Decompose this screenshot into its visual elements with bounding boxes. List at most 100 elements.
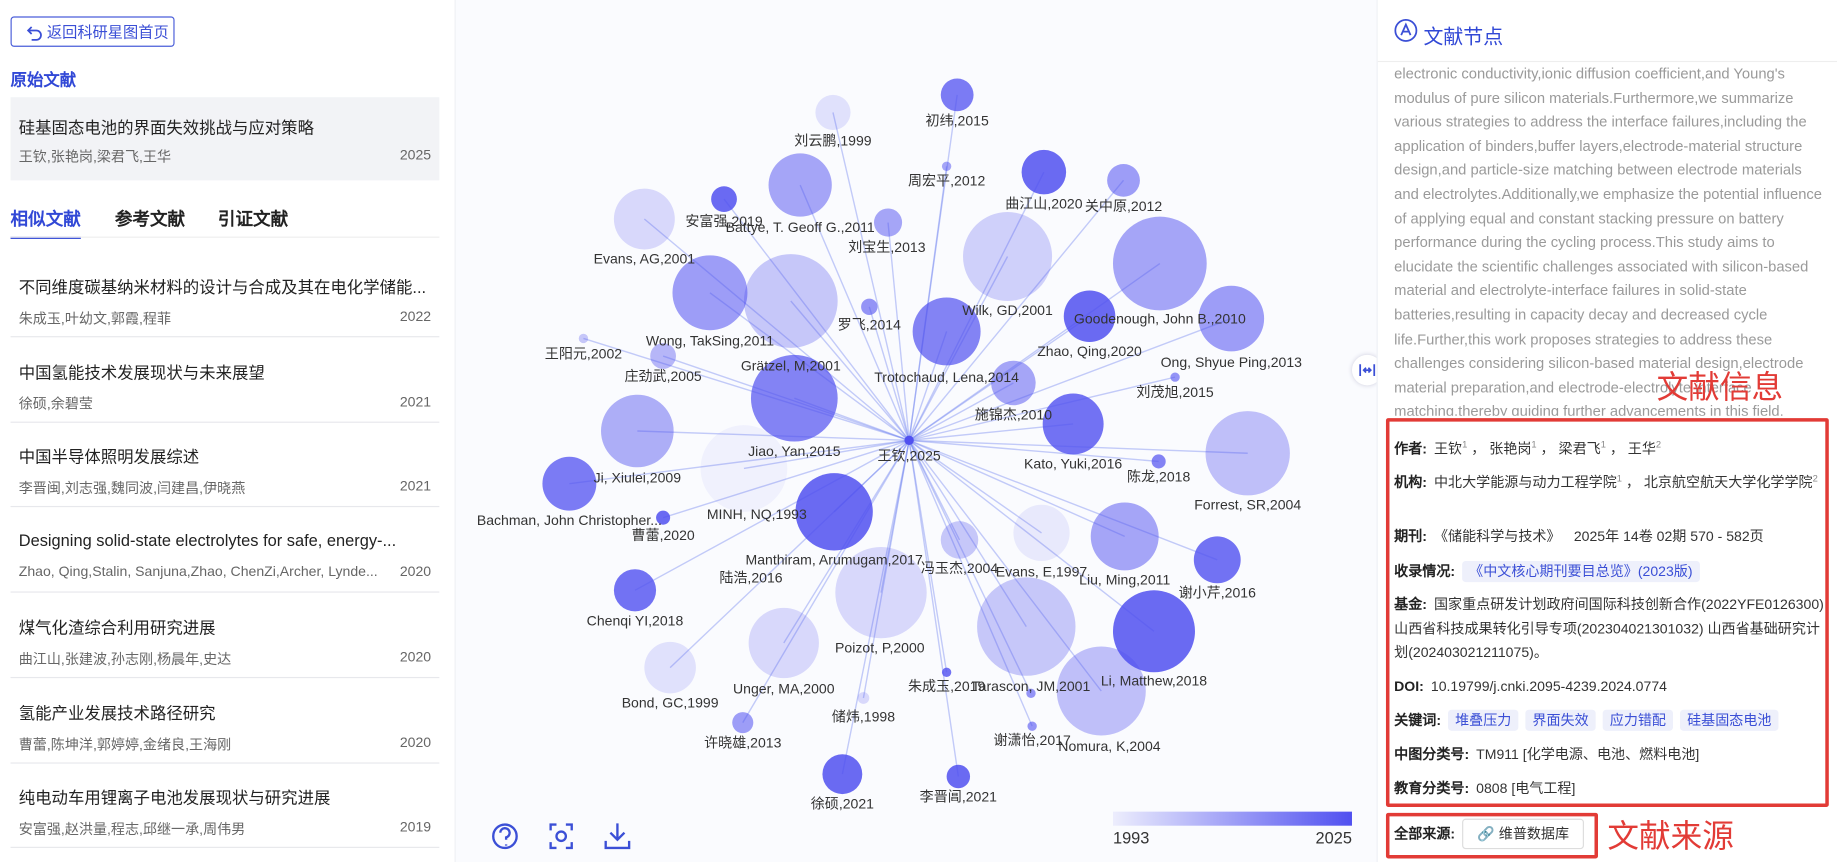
node[interactable] [650, 343, 676, 369]
doc-item[interactable]: Designing solid-state electrolytes for s… [10, 507, 440, 593]
node[interactable] [1170, 372, 1180, 382]
node[interactable] [941, 667, 952, 677]
doc-item[interactable]: 中国半导体照明发展综述 李晋闽,刘志强,魏同波,闫建昌,伊晓燕 2021 [10, 422, 440, 508]
node[interactable] [822, 754, 863, 795]
author: 张艳岗 [1489, 440, 1532, 457]
original-card[interactable]: 硅基固态电池的界面失效挑战与应对策略 王钦,张艳岗,梁君飞,王华 2025 [10, 97, 440, 181]
node-label: Ji, Xiulei,2009 [594, 470, 682, 486]
field-label: DOI: [1394, 678, 1424, 695]
node-label: Trotochaud, Lena,2014 [874, 369, 1019, 385]
node[interactable] [542, 456, 597, 511]
edge [908, 376, 1176, 442]
node[interactable] [940, 521, 979, 559]
node[interactable] [1042, 393, 1104, 455]
affiliation-index: 2 [1812, 473, 1818, 484]
tab[interactable]: 相似文献 [10, 206, 81, 239]
doc-title: 不同维度碳基纳米材料的设计与合成及其在电化学储能... [18, 277, 427, 297]
node[interactable] [750, 354, 838, 442]
node[interactable] [795, 473, 873, 551]
edge [908, 440, 961, 541]
node[interactable] [1027, 721, 1037, 731]
doc-item[interactable]: 不同维度碳基纳米材料的设计与合成及其在电化学储能... 朱成玉,叶幼文,郭霞,程菲… [10, 252, 440, 338]
node[interactable] [946, 764, 971, 789]
node[interactable] [711, 186, 737, 212]
node-label: 关中原,2012 [1085, 198, 1162, 214]
node[interactable] [1205, 411, 1290, 496]
node[interactable] [700, 425, 788, 512]
node[interactable] [940, 78, 974, 112]
node[interactable] [672, 255, 748, 331]
edge [908, 440, 960, 777]
node[interactable] [1090, 502, 1159, 571]
tab[interactable]: 参考文献 [114, 209, 186, 230]
screenshot-button[interactable] [549, 823, 573, 850]
back-button[interactable]: 返回科研星图首页 [10, 16, 175, 47]
annotation: 文献来源 [1607, 818, 1734, 854]
node[interactable] [835, 546, 927, 639]
doc-item[interactable]: 中国氢能技术发展现状与未来展望 徐硕,余碧莹 2021 [10, 337, 440, 423]
node[interactable] [815, 94, 851, 131]
node[interactable] [732, 712, 754, 734]
node[interactable] [1112, 216, 1207, 311]
node[interactable] [768, 153, 832, 217]
keyword-tag[interactable]: 堆叠压力 [1448, 709, 1519, 731]
panel-header: 文献节点 [1377, 0, 1837, 63]
node[interactable] [991, 360, 1036, 406]
affiliation-index: 1 [1531, 439, 1537, 450]
edge [569, 439, 910, 485]
source-button[interactable]: 🔗 维普数据库 [1462, 818, 1585, 850]
node[interactable] [941, 161, 952, 171]
node-label: 曹蕾,2020 [631, 527, 694, 543]
edu: 0808 [电气工程] [1476, 780, 1576, 797]
node[interactable] [1198, 285, 1265, 352]
node[interactable] [977, 577, 1076, 676]
tab[interactable]: 引证文献 [217, 209, 289, 230]
node[interactable] [748, 607, 819, 679]
keyword-tag[interactable]: 硅基固态电池 [1680, 709, 1779, 731]
node[interactable] [743, 254, 838, 348]
doc-authors: 曲江山,张建波,孙志刚,杨晨年,史达 [18, 650, 232, 668]
field-label: 期刊: [1394, 528, 1427, 545]
panel-title: 文献节点 [1423, 25, 1504, 49]
node[interactable] [912, 297, 981, 366]
node[interactable] [1063, 290, 1116, 342]
node-label: Evans, AG,2001 [594, 251, 696, 267]
edge [643, 218, 910, 441]
node[interactable] [578, 333, 589, 344]
node[interactable] [1056, 646, 1146, 736]
node[interactable] [613, 569, 657, 612]
doc-year: 2019 [399, 818, 432, 836]
download-button[interactable] [604, 823, 631, 850]
node[interactable] [644, 641, 696, 694]
clc-row: 中图分类号: TM911 [化学电源、电池、燃料电池] [1394, 743, 1827, 766]
help-button[interactable] [492, 823, 518, 850]
node[interactable] [904, 435, 914, 446]
doc-item[interactable]: 煤气化渣综合利用研究进展 曲江山,张建波,孙志刚,杨晨年,史达 2020 [10, 592, 440, 678]
node[interactable] [873, 208, 903, 237]
node[interactable] [1151, 454, 1166, 469]
node-label: 周宏平,2012 [908, 172, 985, 188]
node[interactable] [963, 211, 1053, 301]
node-label: Unger, MA,2000 [733, 681, 835, 697]
node[interactable] [613, 188, 675, 250]
doc-item[interactable]: 纯电动车用锂离子电池发展现状与研究进展 安富强,赵洪量,程志,邱继一承,周伟男 20… [10, 763, 440, 849]
node[interactable] [1193, 536, 1241, 584]
node[interactable] [1021, 149, 1067, 195]
node[interactable] [656, 510, 671, 525]
node-label: 刘茂旭,2015 [1136, 384, 1213, 400]
node[interactable] [857, 692, 870, 704]
node[interactable] [601, 394, 674, 468]
node[interactable] [1013, 504, 1070, 562]
field-label: 收录情况: [1394, 563, 1456, 580]
node[interactable] [861, 298, 878, 316]
node[interactable] [1026, 688, 1036, 699]
node[interactable] [1107, 163, 1140, 197]
keyword-tag[interactable]: 应力错配 [1602, 709, 1674, 731]
index-tag[interactable]: 《中文核心期刊要目总览》(2023版) [1462, 561, 1700, 583]
doc-item[interactable]: 氢能产业发展技术路径研究 曹蕾,陈坤洋,郭婷婷,金绪良,王海刚 2020 [10, 678, 440, 764]
keyword-tag[interactable]: 界面失效 [1525, 709, 1596, 731]
node[interactable] [1112, 590, 1195, 673]
doc-authors: Zhao, Qing,Stalin, Sanjuna,Zhao, ChenZi,… [18, 563, 378, 580]
node-label: 庄劲武,2005 [624, 368, 701, 384]
edge [868, 306, 910, 441]
